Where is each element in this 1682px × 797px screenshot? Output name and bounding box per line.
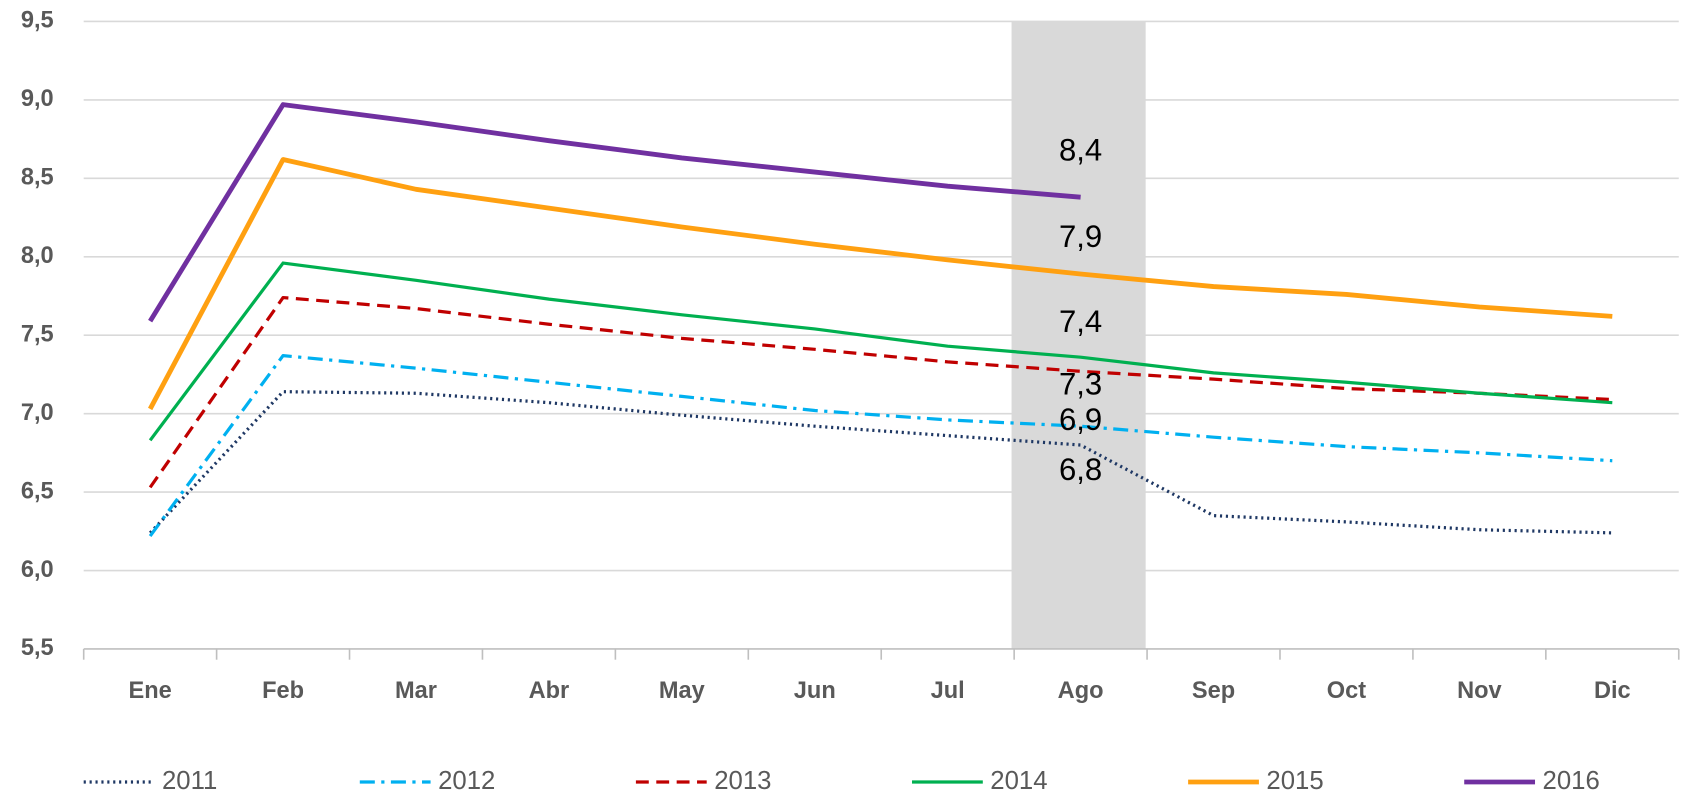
series-line xyxy=(148,261,1613,442)
x-tick-label: Ago xyxy=(1058,677,1104,703)
data-label: 7,3 xyxy=(1059,367,1102,402)
y-tick-label: 7,5 xyxy=(21,320,54,346)
series-line xyxy=(148,390,1613,535)
x-tick-label: Jul xyxy=(931,677,965,703)
x-tick-label: Ene xyxy=(129,677,172,703)
x-tick-label: Nov xyxy=(1457,677,1502,703)
data-label: 7,4 xyxy=(1059,304,1102,339)
data-label: 6,9 xyxy=(1059,402,1102,437)
y-tick-label: 5,5 xyxy=(21,634,54,660)
highlight-band xyxy=(1011,21,1146,649)
legend-label: 2013 xyxy=(714,767,771,795)
y-tick-label: 6,5 xyxy=(21,477,54,503)
data-label: 6,8 xyxy=(1059,452,1102,487)
legend-label: 2016 xyxy=(1543,767,1600,795)
legend-label: 2011 xyxy=(162,767,217,795)
x-tick-label: Jun xyxy=(794,677,836,703)
series-line xyxy=(148,295,1613,489)
y-tick-label: 9,0 xyxy=(21,85,54,111)
data-label: 8,4 xyxy=(1059,132,1102,167)
legend-label: 2012 xyxy=(438,767,495,795)
data-label: 7,9 xyxy=(1059,219,1102,254)
series-line xyxy=(148,102,1081,323)
y-tick-label: 8,5 xyxy=(21,164,54,190)
x-tick-label: May xyxy=(659,677,705,703)
y-tick-label: 8,0 xyxy=(21,242,54,268)
x-tick-label: Oct xyxy=(1327,677,1366,703)
y-tick-label: 6,0 xyxy=(21,556,54,582)
legend-label: 2015 xyxy=(1266,767,1323,795)
series-line xyxy=(148,157,1613,411)
y-tick-label: 7,0 xyxy=(21,399,54,425)
x-tick-label: Abr xyxy=(529,677,570,703)
x-tick-label: Dic xyxy=(1594,677,1631,703)
legend-label: 2014 xyxy=(990,767,1047,795)
y-tick-label: 9,5 xyxy=(21,7,54,33)
x-tick-label: Sep xyxy=(1192,677,1235,703)
x-tick-label: Mar xyxy=(395,677,437,703)
x-tick-label: Feb xyxy=(262,677,304,703)
series-line xyxy=(148,353,1613,537)
